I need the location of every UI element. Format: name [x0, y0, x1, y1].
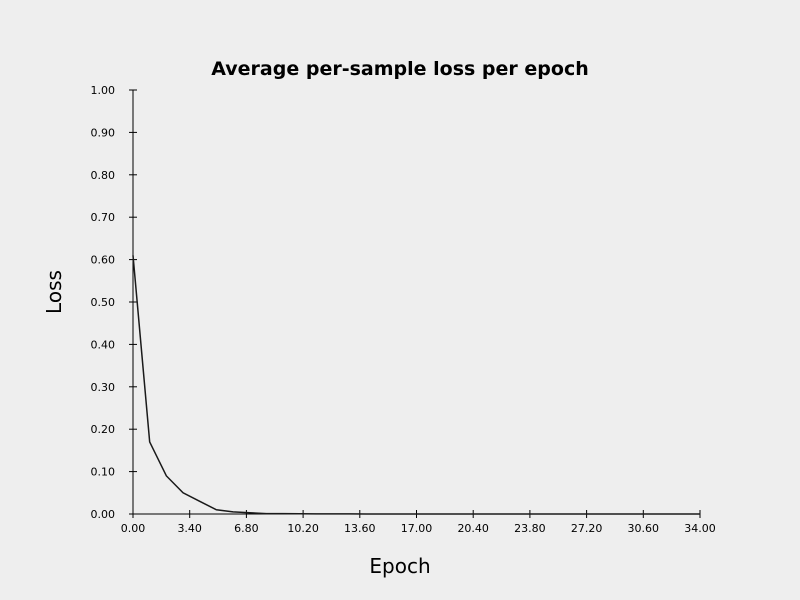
y-tick-label: 0.30	[91, 381, 116, 394]
x-axis-label: Epoch	[369, 554, 430, 578]
y-tick-label: 0.10	[91, 466, 116, 479]
x-tick-label: 6.80	[234, 522, 259, 535]
y-tick-label: 0.20	[91, 423, 116, 436]
chart-title: Average per-sample loss per epoch	[211, 58, 588, 80]
y-tick-label: 0.70	[91, 211, 116, 224]
x-tick-label: 13.60	[344, 522, 376, 535]
x-tick-label: 20.40	[457, 522, 489, 535]
x-tick-label: 0.00	[121, 522, 146, 535]
x-tick-label: 30.60	[628, 522, 660, 535]
y-tick-label: 0.40	[91, 338, 116, 351]
x-tick-label: 10.20	[287, 522, 319, 535]
y-tick-label: 1.00	[91, 84, 116, 97]
y-tick-label: 0.60	[91, 254, 116, 267]
y-tick-label: 0.90	[91, 126, 116, 139]
x-tick-label: 34.00	[684, 522, 716, 535]
x-tick-label: 27.20	[571, 522, 603, 535]
y-axis-label: Loss	[42, 270, 66, 314]
y-tick-label: 0.80	[91, 169, 116, 182]
y-tick-label: 0.00	[91, 508, 116, 521]
y-ticks: 0.00 0.10 0.20 0.30 0.40 0.50 0.60 0.70 0.80 0.90…	[91, 84, 137, 521]
x-tick-label: 3.40	[177, 522, 202, 535]
x-tick-label: 23.80	[514, 522, 546, 535]
y-tick-label: 0.50	[91, 296, 116, 309]
loss-series-line	[132, 255, 700, 515]
x-tick-label: 17.00	[401, 522, 433, 535]
x-ticks: 0.00 3.40 6.80 10.20 13.60 17.00 20.40 23.80 27.…	[121, 510, 716, 535]
